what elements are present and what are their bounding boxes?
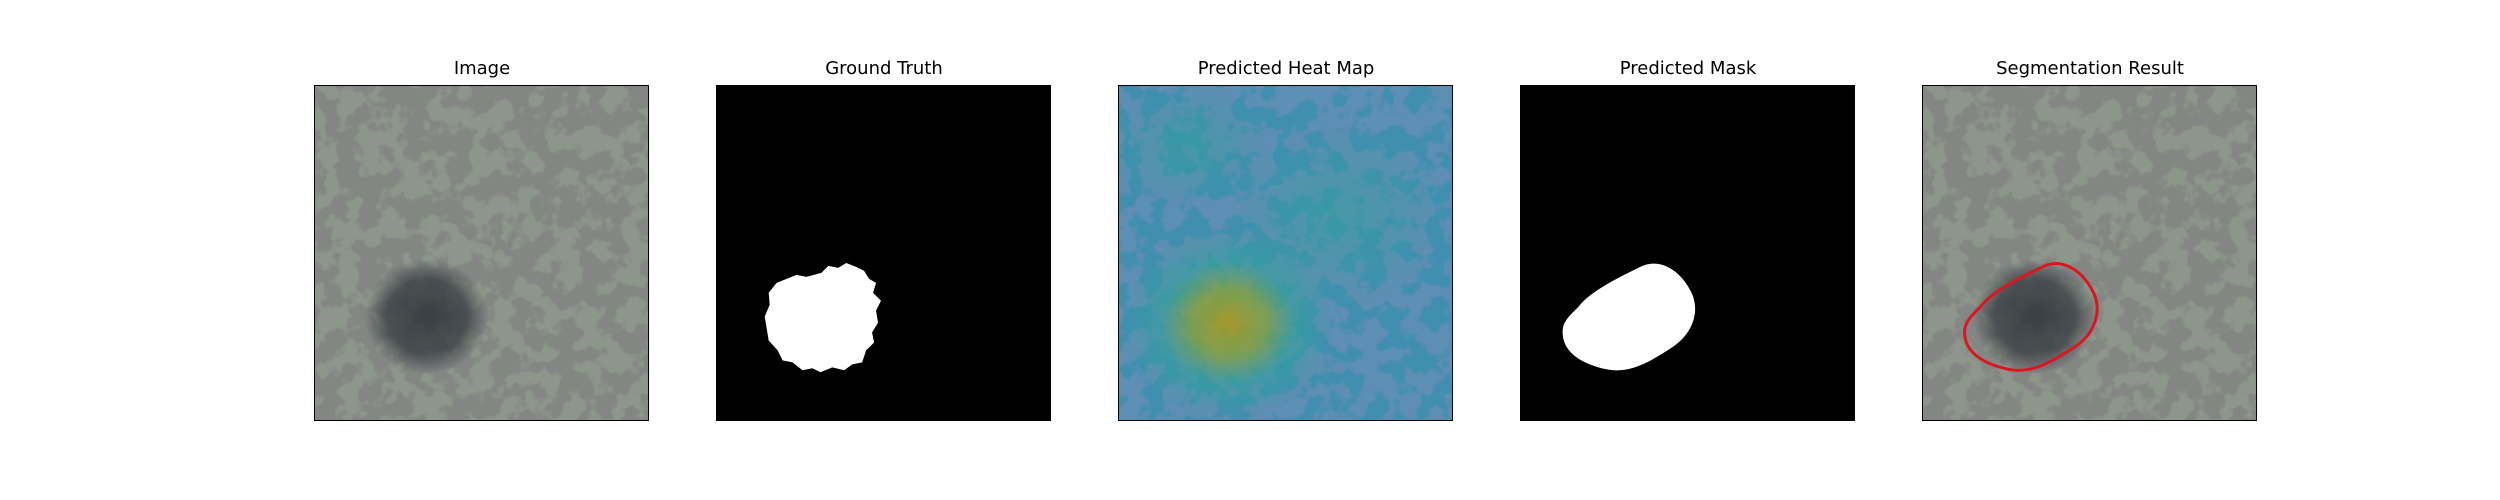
panel-image (314, 85, 649, 421)
predicted-mask (1521, 86, 1854, 420)
panel-title-image: Image (453, 58, 511, 79)
panel-ground-truth (716, 85, 1051, 421)
panel-title-ground-truth: Ground Truth (825, 58, 943, 79)
segmentation-image (1923, 86, 2256, 420)
segmentation-contour (1963, 262, 2099, 372)
panel-segmentation-result (1922, 85, 2257, 421)
predicted-mask-blob (1562, 263, 1696, 371)
defect-region (1972, 258, 2096, 375)
texture-surface (315, 86, 648, 420)
heat-tertiary-region (1119, 86, 1269, 206)
ground-truth-blob (764, 262, 882, 373)
ground-truth-mask (717, 86, 1050, 420)
texture-surface (1923, 86, 2256, 420)
panel-heat-map (1118, 85, 1453, 421)
panel-title-heat-map: Predicted Heat Map (1197, 58, 1375, 79)
texture-image (315, 86, 648, 420)
panel-predicted-mask (1520, 85, 1855, 421)
heat-hotspot (1123, 228, 1333, 418)
defect-region (364, 258, 488, 375)
panel-title-predicted-mask: Predicted Mask (1619, 58, 1757, 79)
heat-map-image (1119, 86, 1452, 420)
mask-background (1521, 86, 1854, 420)
panel-title-segmentation-result: Segmentation Result (1996, 58, 2184, 79)
mask-background (717, 86, 1050, 420)
